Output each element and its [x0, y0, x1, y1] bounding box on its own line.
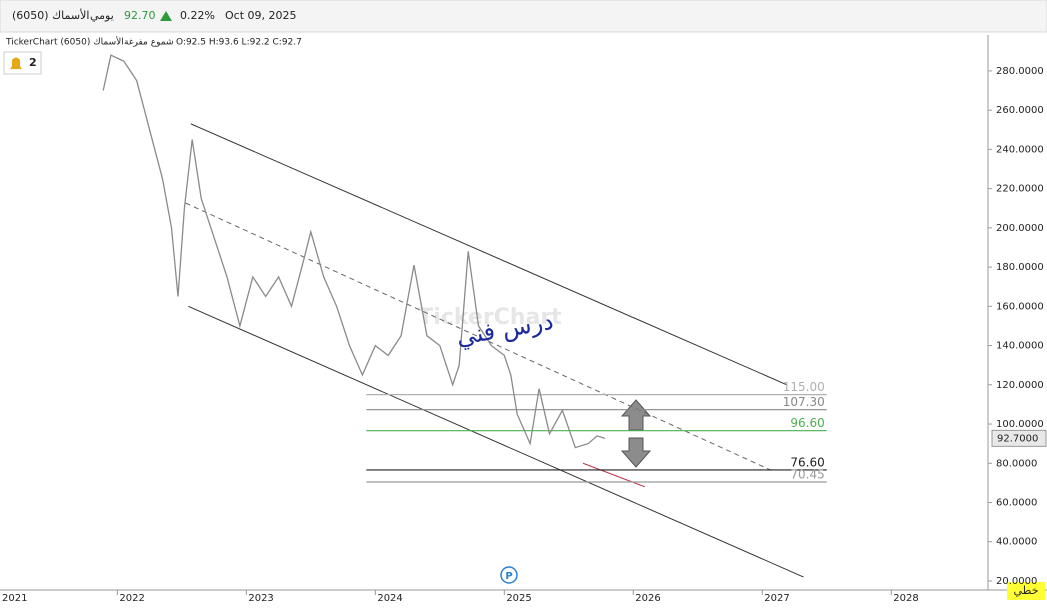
x-tick-label: 2023: [248, 593, 273, 604]
last-price-label: 92.7000: [997, 433, 1038, 444]
info-name: TickerChart الأسماك (6050): [5, 36, 124, 48]
trendline: [582, 462, 646, 488]
ohlc: O:92.5 H:93.6 L:92.2 C:92.7: [176, 38, 302, 48]
level-label: 96.60: [790, 416, 824, 430]
x-tick-label: 2028: [893, 593, 918, 604]
x-tick-label: 2021: [2, 593, 27, 604]
y-tick-label: 100.0000: [996, 419, 1044, 430]
y-tick-label: 60.0000: [996, 498, 1037, 509]
level-label: 76.60: [790, 455, 824, 469]
mode-label[interactable]: خطي: [1014, 584, 1039, 597]
x-tick-label: 2027: [764, 593, 789, 604]
y-tick-label: 140.0000: [996, 341, 1044, 352]
bell-icon: [10, 57, 22, 69]
period[interactable]: يومي: [90, 9, 114, 22]
level-label: 70.45: [790, 468, 824, 482]
y-tick-label: 240.0000: [996, 144, 1044, 155]
trendline: [190, 123, 787, 386]
y-tick-label: 120.0000: [996, 380, 1044, 391]
y-tick-label: 260.0000: [996, 105, 1044, 116]
y-tick-label: 220.0000: [996, 184, 1044, 195]
level-label: 107.30: [783, 395, 825, 409]
level-label: 115.00: [783, 380, 825, 394]
y-tick-label: 200.0000: [996, 223, 1044, 234]
y-tick-label: 20.0000: [996, 576, 1037, 587]
symbol[interactable]: الأسماك (6050): [12, 8, 89, 22]
last-price-box: [991, 429, 1047, 447]
x-tick-label: 2025: [506, 593, 531, 604]
x-tick-label: 2026: [635, 593, 660, 604]
date: Oct 09, 2025: [225, 9, 297, 22]
marker-circle: [500, 566, 518, 584]
y-tick-label: 80.0000: [996, 458, 1037, 469]
mode-box[interactable]: [1007, 582, 1045, 600]
header-bar: [0, 0, 1047, 33]
down-arrow: [620, 437, 652, 468]
alert-count: 2: [29, 56, 37, 69]
up-arrow: [620, 399, 652, 431]
y-tick-label: 280.0000: [996, 66, 1044, 77]
y-tick-label: 40.0000: [996, 537, 1037, 548]
trendline: [188, 305, 804, 578]
y-tick-label: 160.0000: [996, 301, 1044, 312]
price: 92.70: [124, 9, 156, 22]
price-line: [102, 54, 606, 449]
info-style: شموع مفرغة: [124, 38, 174, 48]
x-tick-label: 2024: [377, 593, 402, 604]
change: 0.22%: [180, 9, 215, 22]
x-tick-label: 2022: [119, 593, 144, 604]
y-tick-label: 180.0000: [996, 262, 1044, 273]
watermark: TickerChart: [418, 305, 562, 330]
up-icon: [160, 11, 172, 21]
marker-label: P: [505, 571, 512, 582]
